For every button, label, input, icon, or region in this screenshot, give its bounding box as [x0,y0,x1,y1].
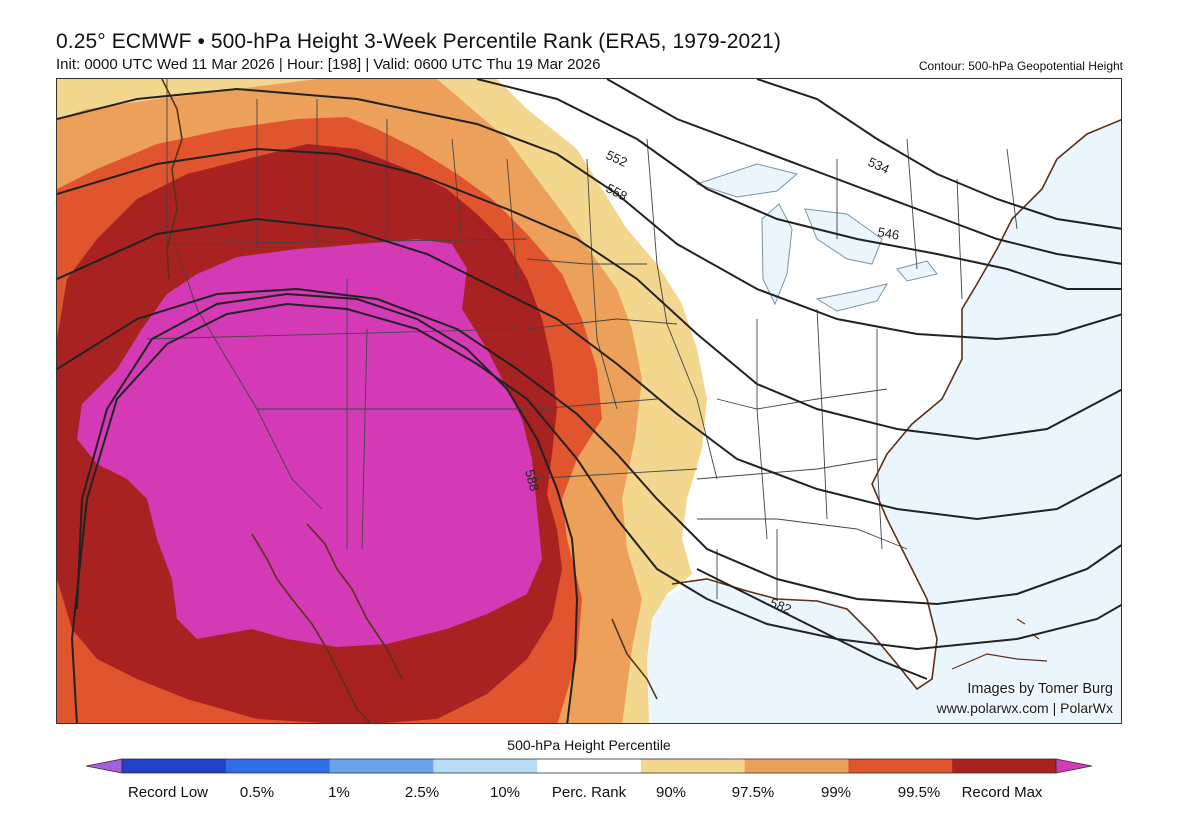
chart-subtitle: Init: 0000 UTC Wed 11 Mar 2026 | Hour: [… [56,56,601,73]
colorbar-label: 97.5% [731,784,775,801]
colorbar-label: Perc. Rank [551,784,627,801]
colorbar-label: Record Low [127,784,209,801]
chart-title: 0.25° ECMWF • 500-hPa Height 3-Week Perc… [56,30,781,53]
colorbar-segments [86,758,1092,774]
contour-546 [476,79,1121,290]
colorbar-segment-record-low [86,758,123,774]
colorbar-segment [952,759,1057,773]
colorbar-segment [744,759,849,773]
colorbar-label: 1% [328,784,350,801]
colorbar-segment [640,759,746,773]
contour-588 [76,292,579,723]
colorbar-segment [225,759,331,773]
contour-564 [57,217,1121,521]
contour-540 [606,79,1121,265]
contour-576 [70,302,1121,723]
colorbar-segment [537,759,642,773]
colorbar-segment [848,759,953,773]
colorbar-label: 2.5% [404,784,440,801]
colorbar-title: 500-hPa Height Percentile [507,737,671,753]
contour-552 [57,87,1121,341]
colorbar-segment [329,759,434,773]
colorbar-label: 0.5% [239,784,275,801]
colorbar [86,758,1092,774]
colorbar-label: Record Max [961,784,1043,801]
map-svg: 552 558 534 546 588 582 [57,79,1121,723]
credit-author: Images by Tomer Burg [967,681,1113,697]
colorbar-segment [122,759,227,773]
credit-website: www.polarwx.com | PolarWx [936,700,1113,716]
colorbar-frame [121,758,1057,774]
colorbar-label: 10% [489,784,521,801]
contour-570 [57,287,1121,606]
colorbar-segment [433,759,538,773]
colorbar-label: 99% [820,784,852,801]
height-contours [57,79,1121,723]
colorbar-label: 90% [655,784,687,801]
contour-label-546: 546 [876,224,900,243]
contour-534 [756,79,1121,230]
contour-558 [57,147,1121,441]
coastline [161,79,1121,723]
contour-note: Contour: 500-hPa Geopotential Height [918,59,1123,73]
colorbar-segment-record-max [1055,758,1092,774]
contour-label-588: 588 [522,468,542,493]
great-lakes [695,163,938,312]
contour-582 [696,568,928,680]
colorbar-label: 99.5% [897,784,941,801]
map-panel: 552 558 534 546 588 582 Images by Tomer … [56,78,1122,724]
shade-record-max [77,239,542,647]
colorbar-labels: Record Low 0.5% 1% 2.5% 10% Perc. Rank 9… [0,784,1178,806]
